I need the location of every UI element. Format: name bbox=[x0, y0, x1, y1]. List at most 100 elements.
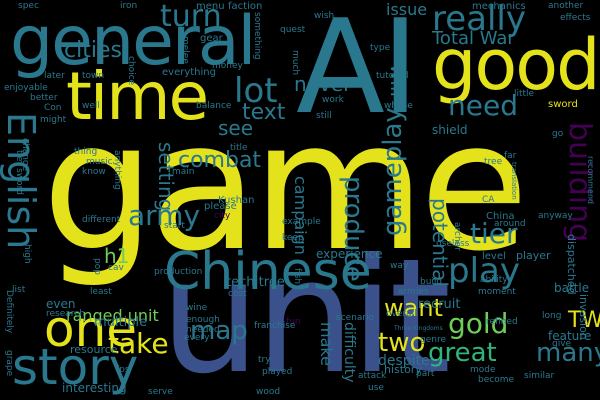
word-type: type bbox=[370, 43, 391, 53]
word-moment: moment bbox=[478, 287, 516, 297]
word-work: work bbox=[322, 95, 344, 105]
word-cav: cav bbox=[108, 263, 124, 273]
word-difficulty: difficulty bbox=[341, 322, 357, 383]
word-research: research bbox=[46, 309, 85, 319]
word-ability: ability bbox=[480, 275, 508, 285]
word-spec: spec bbox=[18, 1, 39, 11]
word-tw: TW bbox=[568, 308, 600, 333]
word-issue: issue bbox=[386, 0, 428, 19]
word-battle: battle bbox=[554, 281, 590, 295]
word-tutorial: tutorial bbox=[376, 71, 409, 81]
word-become: become bbox=[478, 375, 515, 385]
word-know: know bbox=[82, 167, 106, 177]
word-con: Con bbox=[44, 103, 62, 113]
word-scenario: scenario bbox=[336, 313, 375, 323]
word-cities: cities bbox=[64, 38, 122, 63]
word-need: need bbox=[448, 89, 518, 122]
word-shield: shield bbox=[432, 123, 468, 137]
word-main: main bbox=[172, 167, 195, 177]
word-tier-sword: tier sword bbox=[14, 150, 24, 195]
word-play: play bbox=[448, 251, 520, 291]
word-every: every bbox=[184, 333, 210, 343]
word-anything: anything bbox=[112, 150, 122, 190]
word-gear: gear bbox=[200, 33, 223, 44]
word-melee: melee bbox=[180, 36, 190, 64]
word-genre: genre bbox=[420, 335, 446, 345]
word-whose: whose bbox=[384, 101, 413, 111]
word-high: high bbox=[22, 244, 32, 264]
word-army: army bbox=[128, 199, 201, 232]
word-music: music bbox=[86, 157, 113, 167]
word-great: great bbox=[428, 338, 497, 368]
word-campaign: campaign bbox=[291, 176, 310, 255]
word-well: well bbox=[82, 101, 100, 111]
word-tier: tier bbox=[470, 217, 518, 250]
word-example: example bbox=[282, 217, 321, 227]
word-dispatched: dispatched bbox=[565, 234, 578, 295]
word-invasion: invasion bbox=[577, 294, 590, 340]
word-take: take bbox=[108, 327, 169, 360]
word-kushan: Kushan bbox=[218, 195, 255, 206]
word-gold: gold bbox=[448, 307, 509, 340]
word-little: little bbox=[514, 89, 535, 99]
word-something: something bbox=[252, 12, 262, 60]
word-fps: fps bbox=[116, 365, 130, 375]
word-time: time bbox=[66, 58, 209, 135]
word-around: around bbox=[494, 219, 526, 229]
word-experience: experience bbox=[316, 247, 383, 261]
word-quest: quest bbox=[280, 25, 306, 35]
word-menu: menu bbox=[196, 1, 225, 12]
word-serve: serve bbox=[148, 387, 173, 397]
word-ai: AI bbox=[296, 0, 419, 143]
word-level: level bbox=[482, 251, 506, 262]
word-combat: combat bbox=[178, 148, 262, 173]
word-interesting: interesting bbox=[62, 381, 127, 395]
word-three-kingdoms: Three Kingdoms bbox=[394, 325, 443, 332]
word-far: far bbox=[504, 151, 517, 161]
word-translation: translation bbox=[510, 162, 518, 200]
word-thing: thing bbox=[74, 147, 98, 157]
word-wood: wood bbox=[256, 387, 281, 397]
word-good: good bbox=[432, 24, 600, 106]
word-turn: turn bbox=[160, 0, 222, 34]
word-mechanics: mechanics bbox=[472, 1, 526, 12]
word-story: story bbox=[12, 338, 139, 396]
word-needed: needed bbox=[186, 325, 220, 335]
word-choice: choice bbox=[126, 56, 136, 86]
word-tree: tree bbox=[484, 157, 503, 167]
word-archer: archer bbox=[452, 222, 462, 251]
word-effects: effects bbox=[560, 13, 591, 23]
word-similar: similar bbox=[524, 371, 555, 381]
word-ranged-unit: ranged unit bbox=[66, 306, 159, 325]
word-use: use bbox=[368, 383, 384, 393]
word-city: city bbox=[214, 211, 231, 221]
word-feature: feature bbox=[548, 329, 592, 343]
word-potential: potential bbox=[428, 198, 452, 287]
word-recruit: recruit bbox=[418, 297, 461, 312]
word-unit: unit bbox=[160, 225, 451, 400]
word-played: played bbox=[262, 367, 293, 377]
word-keep: keep bbox=[282, 233, 304, 243]
word-sword: sword bbox=[548, 99, 578, 110]
word-town: town bbox=[82, 71, 105, 81]
word-total-war: Total War bbox=[432, 28, 515, 49]
word-despite: despite bbox=[378, 353, 430, 369]
word-give: give bbox=[552, 339, 572, 349]
word-please: please bbox=[204, 201, 237, 212]
word-many: many bbox=[536, 338, 600, 368]
word-recommend: recommend bbox=[586, 156, 595, 204]
word-still: still bbox=[316, 111, 332, 121]
word-lot: lot bbox=[234, 71, 278, 111]
word-better: better bbox=[30, 93, 58, 103]
word-produce: produce bbox=[338, 176, 368, 282]
word-fish: fish bbox=[292, 268, 302, 285]
word-multiple: multiple bbox=[94, 315, 148, 330]
word-will: will bbox=[386, 64, 410, 98]
word-setting: setting bbox=[154, 142, 178, 212]
word-building: building bbox=[562, 122, 597, 243]
word-faction: faction bbox=[228, 1, 263, 12]
word-mode: mode bbox=[470, 365, 496, 375]
word-pop: pop bbox=[92, 258, 102, 275]
word-china: China bbox=[486, 211, 515, 222]
word-refined: refined bbox=[486, 317, 518, 327]
